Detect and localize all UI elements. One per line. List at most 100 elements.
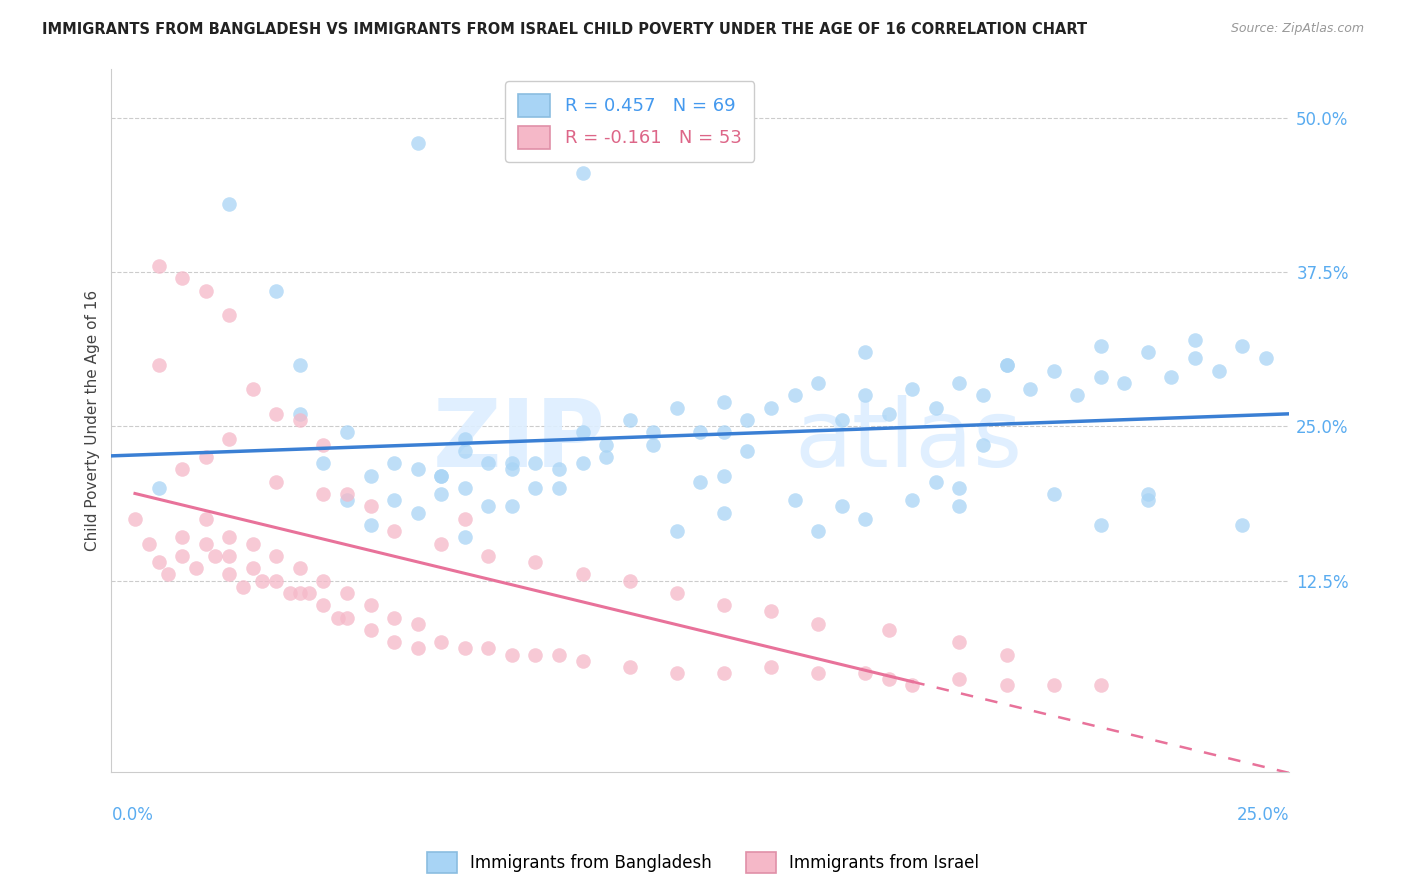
Point [759,604,782,618]
Point [713,468,735,483]
Point [501,456,523,470]
Point [807,524,830,538]
Point [288,407,311,421]
Point [1230,339,1253,353]
Point [995,678,1018,692]
Point [454,444,477,458]
Point [807,666,830,681]
Point [619,574,641,588]
Point [477,456,499,470]
Point [194,284,217,298]
Text: 0.0%: 0.0% [111,806,153,824]
Point [194,512,217,526]
Point [266,407,288,421]
Legend: R = 0.457   N = 69, R = -0.161   N = 53: R = 0.457 N = 69, R = -0.161 N = 53 [505,81,754,161]
Point [571,654,593,668]
Point [298,586,321,600]
Point [1136,345,1159,359]
Point [266,284,288,298]
Point [288,561,311,575]
Point [501,462,523,476]
Point [382,524,405,538]
Point [595,450,617,464]
Point [406,136,429,150]
Point [1019,382,1042,396]
Point [1208,364,1230,378]
Point [853,512,876,526]
Point [477,549,499,563]
Point [995,648,1018,662]
Point [548,462,571,476]
Point [312,438,335,452]
Point [948,376,970,391]
Point [759,401,782,415]
Point [124,512,146,526]
Point [524,481,547,495]
Point [783,388,806,402]
Point [901,678,924,692]
Point [266,475,288,489]
Text: atlas: atlas [794,395,1022,487]
Point [948,481,970,495]
Point [336,425,359,440]
Text: ZIP: ZIP [433,395,606,487]
Point [280,586,302,600]
Point [619,660,641,674]
Point [360,500,382,514]
Point [853,666,876,681]
Point [925,401,948,415]
Point [853,345,876,359]
Point [1136,487,1159,501]
Point [312,574,335,588]
Point [737,444,759,458]
Point [218,567,240,582]
Point [288,586,311,600]
Point [925,475,948,489]
Point [312,598,335,612]
Point [430,468,453,483]
Point [454,641,477,656]
Point [336,487,359,501]
Point [454,512,477,526]
Point [807,616,830,631]
Point [807,376,830,391]
Point [901,493,924,508]
Point [172,549,194,563]
Point [1090,370,1112,384]
Point [524,456,547,470]
Point [336,610,359,624]
Point [477,500,499,514]
Point [571,456,593,470]
Point [172,462,194,476]
Point [1042,364,1064,378]
Point [250,574,273,588]
Point [713,425,735,440]
Point [430,635,453,649]
Point [477,641,499,656]
Point [548,648,571,662]
Point [853,388,876,402]
Point [360,518,382,533]
Point [595,438,617,452]
Point [1230,518,1253,533]
Point [689,425,711,440]
Point [571,567,593,582]
Point [501,500,523,514]
Point [831,413,853,427]
Point [1184,333,1206,347]
Point [242,382,264,396]
Point [995,358,1018,372]
Point [336,586,359,600]
Point [218,432,240,446]
Point [665,666,688,681]
Point [1090,339,1112,353]
Point [643,438,665,452]
Point [619,413,641,427]
Point [1160,370,1182,384]
Point [288,358,311,372]
Point [430,487,453,501]
Point [454,481,477,495]
Point [382,456,405,470]
Point [148,481,170,495]
Point [643,425,665,440]
